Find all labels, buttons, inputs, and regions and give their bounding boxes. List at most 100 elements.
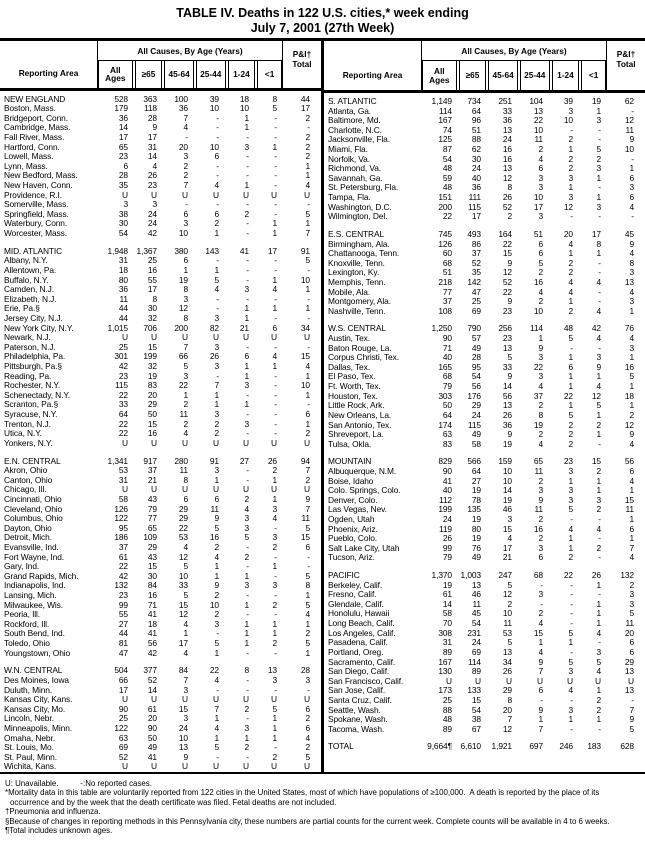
cell-value: 3 bbox=[183, 151, 188, 162]
cell-value: 2 bbox=[629, 409, 634, 420]
cell-reporting-area: Erie, Pa.§ bbox=[4, 303, 40, 314]
cell-value: 20 bbox=[624, 627, 634, 638]
cell-value: 52 bbox=[502, 201, 512, 212]
cell-value: 5 bbox=[244, 532, 249, 543]
table-row: Charlotte, N.C. 74 51 13 10 - - 11 bbox=[324, 125, 645, 136]
cell-value: 35 bbox=[471, 267, 481, 278]
cell-value: 3 bbox=[596, 163, 601, 174]
cell-value: 4 bbox=[538, 381, 543, 392]
cell-value: 4 bbox=[244, 503, 249, 514]
cell-value: 23 bbox=[502, 305, 512, 316]
cell-value: 1,341 bbox=[107, 455, 129, 466]
cell-value: 4 bbox=[214, 722, 219, 733]
cell-value: 51 bbox=[442, 267, 452, 278]
table-row: Newark, N.J. U U U U U U U bbox=[0, 333, 321, 343]
cell-value: 6 bbox=[183, 255, 188, 266]
cell-value: 9 bbox=[596, 361, 601, 372]
table-row: Columbus, Ohio 122 77 29 9 3 4 11 bbox=[0, 514, 321, 524]
cell-value: 54 bbox=[442, 153, 452, 164]
cell-value: 37 bbox=[533, 390, 543, 401]
cell-reporting-area: Schenectady, N.Y. bbox=[4, 389, 70, 400]
cell-value: 69 bbox=[118, 742, 128, 753]
cell-value: 54 bbox=[471, 371, 481, 382]
cell-value: 36 bbox=[118, 284, 128, 295]
cell-value: 1,367 bbox=[136, 245, 158, 256]
cell-reporting-area: Cincinnati, Ohio bbox=[4, 493, 62, 504]
cell-value: 24 bbox=[147, 218, 157, 229]
cell-reporting-area: TOTAL bbox=[328, 741, 354, 752]
cell-value: 42 bbox=[118, 361, 128, 372]
table-row: Worcester, Mass. 54 42 10 1 - 1 7 bbox=[0, 228, 321, 239]
cell-value: 303 bbox=[438, 390, 452, 401]
cell-value: 29 bbox=[471, 400, 481, 411]
cell-value: 79 bbox=[147, 503, 157, 514]
cell-value: 19 bbox=[533, 419, 543, 430]
cell-value: 4 bbox=[596, 381, 601, 392]
cell-value: 1 bbox=[214, 570, 219, 581]
cell-value: 62 bbox=[624, 96, 634, 106]
cell-value: 5 bbox=[272, 103, 277, 114]
cell-value: 2 bbox=[244, 208, 249, 219]
cell-value: 2 bbox=[244, 742, 249, 753]
cell-value: 1 bbox=[272, 228, 277, 239]
cell-value: 1 bbox=[568, 637, 573, 648]
cell-value: 1 bbox=[568, 371, 573, 382]
cell-value: 4 bbox=[538, 618, 543, 629]
cell-value: 5 bbox=[629, 608, 634, 619]
cell-value: 12 bbox=[591, 390, 601, 401]
cell-value: 41 bbox=[442, 475, 452, 486]
cell-value: 7 bbox=[538, 666, 543, 677]
cell-value: 1 bbox=[244, 732, 249, 743]
table-row: Jacksonville, Fla. 125 88 24 11 2 - 9 bbox=[324, 135, 645, 145]
cell-value: 1 bbox=[214, 474, 219, 485]
cell-value: 32 bbox=[147, 361, 157, 372]
cell-value: - bbox=[631, 694, 634, 705]
cell-reporting-area: St. Paul, Minn. bbox=[4, 751, 57, 762]
cell-value: 174 bbox=[438, 419, 452, 430]
cell-value: - bbox=[307, 122, 310, 133]
cell-value: 9 bbox=[214, 513, 219, 524]
cell-reporting-area: Buffalo, N.Y. bbox=[4, 274, 49, 285]
region-total-row: MOUNTAIN 829 566 159 65 23 15 56 bbox=[324, 457, 645, 467]
cell-reporting-area: Birmingham, Ala. bbox=[328, 238, 390, 249]
cell-value: - bbox=[631, 211, 634, 222]
cell-value: 130 bbox=[438, 666, 452, 677]
cell-value: - bbox=[246, 255, 249, 266]
cell-value: 9 bbox=[507, 371, 512, 382]
cell-value: 125 bbox=[438, 134, 452, 145]
table-row: Austin, Tex. 90 57 23 1 5 4 4 bbox=[324, 333, 645, 344]
cell-value: 7 bbox=[183, 112, 188, 123]
cell-value: 68 bbox=[442, 371, 452, 382]
col-header-lt1: <1 bbox=[257, 61, 282, 88]
cell-value: U bbox=[151, 761, 157, 772]
cell-value: U bbox=[182, 761, 188, 772]
cell-reporting-area: Las Vegas, Nev. bbox=[328, 504, 387, 515]
cell-reporting-area: New Haven, Conn. bbox=[4, 180, 73, 191]
col-header-all-ages: All Ages bbox=[98, 61, 133, 88]
cell-value: 1 bbox=[596, 485, 601, 496]
cell-reporting-area: Wichita, Kans. bbox=[4, 761, 57, 772]
cell-value: 4 bbox=[629, 248, 634, 259]
cell-value: 56 bbox=[471, 381, 481, 392]
cell-value: 30 bbox=[147, 570, 157, 581]
cell-value: 17 bbox=[147, 132, 157, 142]
table-row: Kansas City, Mo. 90 61 15 7 2 5 6 bbox=[0, 704, 321, 715]
cell-value: 22 bbox=[533, 361, 543, 372]
cell-value: 1 bbox=[183, 628, 188, 639]
cell-value: 1 bbox=[305, 170, 310, 181]
cell-reporting-area: Phoenix, Ariz. bbox=[328, 523, 378, 534]
cell-value: 114 bbox=[467, 656, 481, 667]
table-row: Pasadena, Calif. 31 24 5 1 1 - 6 bbox=[324, 638, 645, 648]
all-causes-header-group: All Causes, By Age (Years) All Ages ≥65 … bbox=[421, 41, 607, 90]
col-header-45-64: 45-64 bbox=[488, 61, 518, 90]
cell-value: - bbox=[216, 751, 219, 762]
cell-value: - bbox=[570, 579, 573, 590]
cell-value: - bbox=[274, 522, 277, 533]
table-row: Shreveport, La. 63 49 9 2 2 1 9 bbox=[324, 429, 645, 440]
cell-value: 8 bbox=[507, 182, 512, 193]
table-row: Milwaukee, Wis. 99 71 15 10 1 2 5 bbox=[0, 600, 321, 611]
cell-value: 40 bbox=[442, 485, 452, 496]
cell-value: 167 bbox=[438, 115, 452, 126]
cell-reporting-area: MID. ATLANTIC bbox=[4, 245, 63, 256]
cell-value: 30 bbox=[118, 218, 128, 229]
